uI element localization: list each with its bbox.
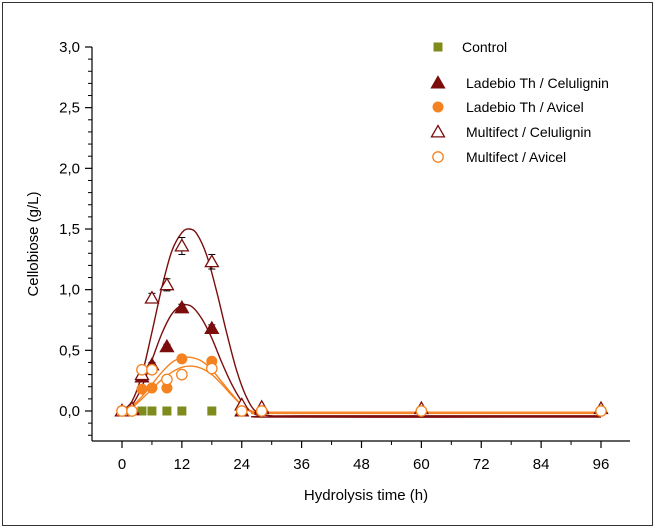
point-multifect-avicel — [136, 363, 148, 376]
fit-curve-multifect-celulignin — [121, 228, 601, 417]
point-ladebio-th-avicel — [136, 383, 148, 395]
x-tick-label: 0 — [118, 456, 126, 473]
x-tick-label: 84 — [533, 456, 550, 473]
point-multifect-celulignin — [144, 290, 160, 304]
point-multifect-celulignin — [174, 238, 190, 252]
legend-symbol-ladebio-th-avicel — [432, 101, 444, 113]
point-ladebio-th-celulignin — [174, 300, 190, 314]
point-multifect-avicel — [255, 405, 268, 417]
point-control — [177, 406, 187, 416]
legend-symbol-control — [433, 42, 443, 52]
point-control — [137, 406, 147, 416]
point-ladebio-th-avicel — [146, 382, 158, 394]
x-tick-label: 72 — [473, 456, 490, 473]
ticks: 0 12 24 36 48 60 72 84 96 0,0 0,5 1,0 1,5 2,0 2,5 3,0 — [59, 39, 609, 473]
legend-symbol-ladebio-th-celulignin — [430, 75, 446, 89]
point-ladebio-th-celulignin — [204, 320, 220, 335]
legend-label-multifect-celulignin: Multifect / Celulignin — [466, 124, 591, 140]
legend-symbol-multifect-celulignin — [430, 124, 446, 138]
data-markers — [114, 238, 609, 417]
y-tick-label: 2,0 — [59, 160, 80, 177]
y-tick-label: 2,5 — [59, 100, 80, 117]
point-control — [162, 406, 172, 416]
chart-frame — [2, 2, 653, 526]
point-multifect-avicel — [595, 405, 607, 417]
x-tick-label: 96 — [593, 456, 610, 473]
point-multifect-avicel — [415, 405, 428, 417]
y-tick-label: 1,5 — [59, 221, 80, 238]
point-multifect-celulignin — [159, 277, 175, 291]
point-ladebio-th-avicel — [161, 382, 173, 394]
y-tick-label: 0,5 — [59, 342, 80, 359]
x-axis-title: Hydrolysis time (h) — [304, 487, 428, 504]
legend-label-ladebio-th-avicel: Ladebio Th / Avicel — [466, 99, 584, 115]
point-multifect-avicel — [161, 373, 173, 386]
point-control — [207, 406, 217, 416]
legend-label-multifect-avicel: Multifect / Avicel — [466, 149, 566, 165]
fit-curve-multifect-avicel — [121, 365, 601, 414]
x-tick-label: 48 — [353, 456, 370, 473]
point-multifect-celulignin — [204, 253, 220, 268]
y-tick-label: 3,0 — [59, 39, 80, 56]
legend: Control Ladebio Th / Celulignin Ladebio Th… — [430, 39, 609, 165]
legend-label-control: Control — [462, 39, 507, 55]
fit-curve-ladebio-th-celulignin — [121, 304, 602, 418]
point-ladebio-th-avicel — [176, 353, 188, 365]
point-multifect-avicel — [235, 405, 248, 417]
y-axis-title: Cellobiose (g/L) — [25, 191, 42, 296]
x-tick-label: 36 — [293, 456, 310, 473]
fit-curve-ladebio-th-avicel — [121, 356, 601, 415]
point-multifect-avicel — [205, 362, 218, 375]
legend-label-ladebio-th-celulignin: Ladebio Th / Celulignin — [466, 75, 609, 91]
point-multifect-avicel — [146, 363, 158, 376]
point-ladebio-th-celulignin — [159, 338, 175, 353]
y-tick-label: 0,0 — [59, 403, 80, 420]
legend-symbol-multifect-avicel — [432, 151, 444, 163]
point-multifect-avicel — [126, 405, 138, 417]
point-multifect-avicel — [176, 368, 188, 381]
point-control — [147, 406, 157, 416]
x-tick-label: 60 — [413, 456, 430, 473]
x-tick-label: 24 — [233, 456, 250, 473]
y-tick-label: 1,0 — [59, 282, 80, 299]
fit-curves — [121, 228, 602, 418]
x-tick-label: 12 — [174, 456, 191, 473]
point-multifect-avicel — [116, 405, 128, 417]
